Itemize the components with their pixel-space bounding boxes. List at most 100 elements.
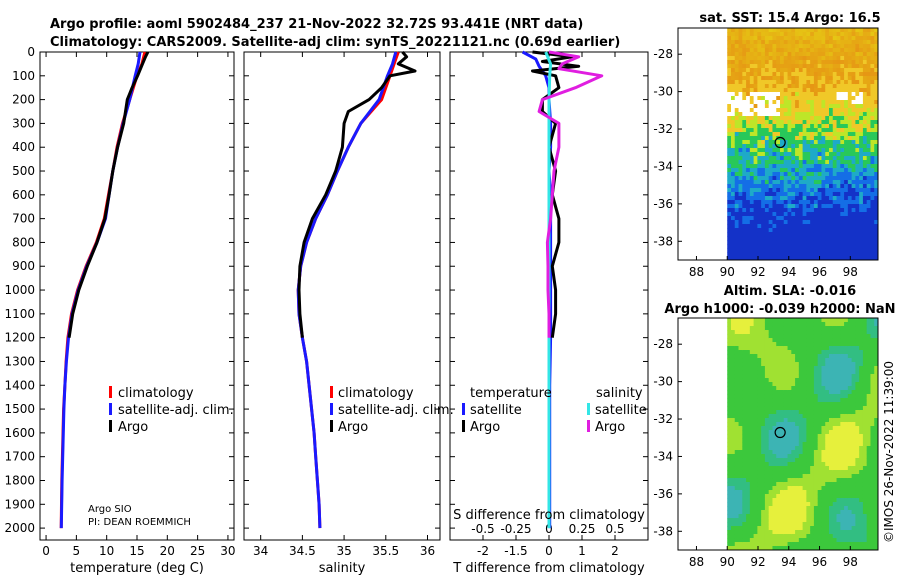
map-cell: [783, 438, 788, 443]
map-cell: [738, 244, 743, 249]
map-cell: [844, 478, 849, 483]
map-cell: [787, 546, 792, 551]
map-cell: [866, 490, 871, 495]
map-cell: [783, 228, 788, 233]
map-cell: [806, 256, 811, 261]
map-cell: [791, 160, 796, 165]
map-cell: [866, 116, 871, 121]
map-cell: [764, 374, 770, 379]
map-cell: [742, 510, 747, 515]
map-cell: [791, 120, 796, 125]
map-cell: [764, 196, 770, 201]
map-cell: [821, 96, 826, 101]
map-cell: [772, 534, 777, 539]
map-cell: [855, 322, 860, 327]
map-cell: [855, 84, 860, 89]
map-cell: [791, 64, 796, 69]
y-tick-label: 600: [12, 188, 35, 202]
map-cell: [806, 390, 811, 395]
map-cell: [795, 188, 800, 193]
map-cell: [810, 224, 815, 229]
map-cell: [844, 526, 849, 531]
map-cell: [749, 208, 755, 213]
map-cell: [798, 132, 804, 137]
map-cell: [768, 334, 773, 339]
map-cell: [806, 172, 811, 177]
map-cell: [757, 466, 762, 471]
map-cell: [802, 120, 807, 125]
map-cell: [768, 402, 773, 407]
map-cell: [738, 502, 743, 507]
map-cell: [870, 200, 875, 205]
map-cell: [874, 204, 879, 209]
map-cell: [802, 188, 807, 193]
map-cell: [855, 80, 860, 85]
map-cell: [795, 502, 800, 507]
map-cell: [746, 96, 751, 101]
map-cell: [825, 200, 830, 205]
map-cell: [806, 430, 811, 435]
map-cell: [742, 354, 747, 359]
map-cell: [791, 224, 796, 229]
map-cell: [742, 442, 747, 447]
map-cell: [859, 514, 864, 519]
map-cell: [780, 374, 785, 379]
map-cell: [757, 426, 762, 431]
map-cell: [783, 92, 788, 97]
map-cell: [780, 534, 785, 539]
map-cell: [817, 68, 822, 73]
map-cell: [742, 374, 747, 379]
map-cell: [798, 108, 804, 113]
map-cell: [742, 232, 747, 237]
map-cell: [817, 494, 822, 499]
map-cell: [753, 418, 758, 423]
map-cell: [862, 450, 868, 455]
map-cell: [783, 362, 788, 367]
map-cell: [764, 330, 770, 335]
map-cell: [847, 36, 853, 41]
map-cell: [787, 156, 792, 161]
map-cell: [776, 510, 781, 515]
map-cell: [734, 48, 739, 53]
map-cell: [768, 180, 773, 185]
map-cell: [776, 204, 781, 209]
map-cell: [795, 60, 800, 65]
difference-xlabel: T difference from climatology: [452, 561, 645, 576]
map-cell: [738, 96, 743, 101]
map-cell: [874, 538, 879, 543]
map-cell: [791, 80, 796, 85]
map-cell: [734, 172, 739, 177]
map-cell: [866, 534, 871, 539]
map-cell: [817, 430, 822, 435]
map-cell: [742, 176, 747, 181]
map-cell: [772, 414, 777, 419]
map-cell: [791, 338, 796, 343]
map-cell: [829, 96, 834, 101]
map-cell: [787, 494, 792, 499]
map-cell: [832, 466, 837, 471]
map-cell: [764, 454, 770, 459]
map-cell: [798, 402, 804, 407]
map-cell: [787, 252, 792, 257]
map-cell: [772, 228, 777, 233]
map-cell: [844, 68, 849, 73]
map-cell: [783, 422, 788, 427]
map-cell: [768, 406, 773, 411]
map-cell: [738, 168, 743, 173]
map-cell: [734, 256, 739, 261]
map-cell: [749, 434, 755, 439]
map-cell: [731, 506, 736, 511]
map-cell: [847, 200, 853, 205]
map-cell: [862, 188, 868, 193]
map-cell: [738, 350, 743, 355]
map-cell: [727, 534, 732, 539]
map-cell: [851, 116, 856, 121]
map-cell: [862, 526, 868, 531]
map-cell: [840, 514, 845, 519]
map-cell: [855, 56, 860, 61]
map-cell: [761, 410, 766, 415]
map-cell: [764, 434, 770, 439]
map-cell: [791, 256, 796, 261]
map-cell: [761, 534, 766, 539]
map-cell: [862, 458, 868, 463]
